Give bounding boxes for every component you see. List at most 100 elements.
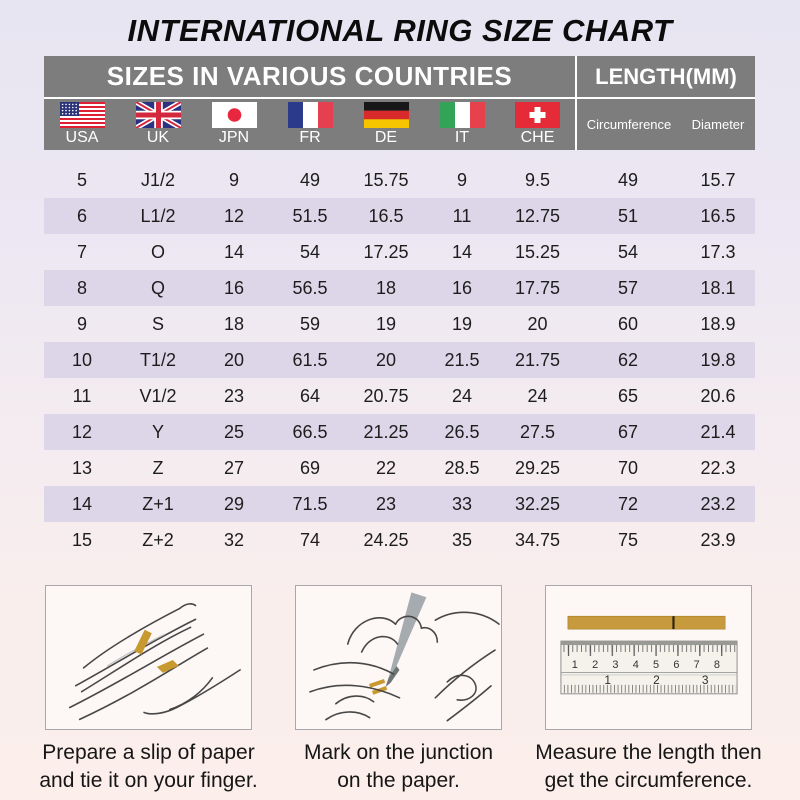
table-cell: Z+1 <box>142 493 174 514</box>
hand-marking-with-pen-icon <box>309 592 500 722</box>
table-row: 14 Z+1 29 71.5 23 33 32.25 72 23.2 <box>44 486 755 522</box>
step-2-caption-line-2: on the paper. <box>337 769 460 792</box>
italy-flag-icon <box>439 102 485 128</box>
column-label-de: DE <box>374 129 398 146</box>
table-cell: 69 <box>299 457 321 478</box>
svg-text:3: 3 <box>702 673 709 687</box>
table-cell: 18.9 <box>700 313 736 334</box>
table-cell: 19.8 <box>700 349 736 370</box>
table-cell: 54 <box>617 241 639 262</box>
table-cell: 15 <box>71 529 93 550</box>
table-cell: 7 <box>76 241 87 262</box>
column-label-che: CHE <box>520 129 555 146</box>
germany-flag-icon <box>363 102 409 128</box>
table-cell: 16.5 <box>368 205 404 226</box>
column-header-it: IT <box>424 99 500 150</box>
table-cell: 24 <box>527 385 548 406</box>
column-header-usa: USA <box>44 99 120 150</box>
table-cell: 14 <box>71 493 93 514</box>
table-cell: 21.75 <box>514 349 561 370</box>
instruction-step-2: Mark on the junction on the paper. <box>295 585 502 795</box>
table-cell: O <box>150 241 165 262</box>
table-cell: 16 <box>451 277 473 298</box>
table-cell: 49 <box>617 169 639 190</box>
instruction-step-1: Prepare a slip of paper and tie it on yo… <box>39 585 258 795</box>
table-cell: 32 <box>223 529 245 550</box>
table-cell: 54 <box>299 241 321 262</box>
table-cell: 74 <box>299 529 321 550</box>
table-row: 15 Z+2 32 74 24.25 35 34.75 75 23.9 <box>44 522 755 558</box>
table-cell: 9 <box>228 169 239 190</box>
table-cell: 13 <box>71 457 93 478</box>
step-1-caption-line-2: and tie it on your finger. <box>39 769 258 792</box>
table-cell: 65 <box>617 385 639 406</box>
header-length-mm: LENGTH(MM) <box>595 63 737 89</box>
table-cell: 20.6 <box>700 385 736 406</box>
table-cell: 33 <box>451 493 473 514</box>
ring-size-table-body: 5 J1/2 9 49 15.75 9 9.5 49 15.7 6 L1/2 12 51.5 16.5 11… <box>44 162 755 558</box>
table-cell: 5 <box>76 169 87 190</box>
table-cell: 25 <box>223 421 245 442</box>
table-cell: T1/2 <box>139 349 177 370</box>
table-row: 6 L1/2 12 51.5 16.5 11 12.75 51 16.5 <box>44 198 755 234</box>
switzerland-flag-icon <box>515 102 560 128</box>
table-cell: 32.25 <box>514 493 561 514</box>
table-cell: 34.75 <box>514 529 561 550</box>
hand-marking-with-pen-illustration <box>295 585 502 730</box>
table-cell: 49 <box>299 169 321 190</box>
table-row: 13 Z 27 69 22 28.5 29.25 70 22.3 <box>44 450 755 486</box>
country-flags-row: USA UK JPN FR DE IT CHE <box>44 99 575 150</box>
step-1-caption-line-1: Prepare a slip of paper <box>42 741 255 764</box>
svg-text:1: 1 <box>604 673 611 687</box>
table-cell: S <box>151 313 164 334</box>
step-1-caption: Prepare a slip of paper and tie it on yo… <box>39 739 257 795</box>
header-horizontal-divider <box>44 97 575 99</box>
table-cell: 12 <box>71 421 93 442</box>
table-cell: 22.3 <box>700 457 736 478</box>
table-cell: V1/2 <box>139 385 177 406</box>
table-row: 7 O 14 54 17.25 14 15.25 54 17.3 <box>44 234 755 270</box>
column-label-usa: USA <box>65 129 99 146</box>
table-cell: 9 <box>76 313 87 334</box>
table-cell: 8 <box>76 277 87 298</box>
table-cell: 51.5 <box>292 205 328 226</box>
table-row: 9 S 18 59 19 19 20 60 18.9 <box>44 306 755 342</box>
table-cell: 11 <box>452 205 472 226</box>
table-cell: 24 <box>451 385 473 406</box>
diameter-column-header: Diameter <box>691 117 745 132</box>
table-cell: 12 <box>223 205 245 226</box>
column-label-jpn: JPN <box>218 129 250 146</box>
step-3-caption-line-1: Measure the length then <box>535 741 762 764</box>
table-cell: 18 <box>223 313 245 334</box>
table-cell: 23.9 <box>700 529 736 550</box>
step-3-caption: Measure the length then get the circumfe… <box>535 739 762 795</box>
table-cell: 19 <box>451 313 473 334</box>
ruler-centimeter-numbers: 1 2 3 4 5 6 7 8 <box>572 659 720 671</box>
table-cell: 15.75 <box>363 169 409 190</box>
table-cell: 66.5 <box>292 421 328 442</box>
table-row: 10 T1/2 20 61.5 20 21.5 21.75 62 19.8 <box>44 342 755 378</box>
table-cell: 20.75 <box>363 385 409 406</box>
table-cell: 18 <box>375 277 397 298</box>
column-label-it: IT <box>454 129 470 146</box>
column-header-de: DE <box>348 99 424 150</box>
column-header-uk: UK <box>120 99 196 150</box>
table-cell: 59 <box>299 313 321 334</box>
step-2-caption-line-1: Mark on the junction <box>303 741 494 764</box>
table-cell: 64 <box>299 385 321 406</box>
table-cell: 28.5 <box>444 457 480 478</box>
table-cell: 61.5 <box>292 349 328 370</box>
length-subheaders: Circumference Diameter <box>577 99 755 150</box>
svg-text:6: 6 <box>673 659 679 671</box>
table-cell: 15.25 <box>514 241 561 262</box>
table-cell: 21.5 <box>444 349 480 370</box>
header-vertical-divider <box>575 56 577 150</box>
table-cell: Z <box>152 457 164 478</box>
table-cell: 35 <box>451 529 473 550</box>
page-title: INTERNATIONAL RING SIZE CHART <box>127 13 673 48</box>
table-cell: 62 <box>617 349 639 370</box>
step-3-caption-line-2: get the circumference. <box>544 769 753 792</box>
table-cell: Z+2 <box>142 529 174 550</box>
